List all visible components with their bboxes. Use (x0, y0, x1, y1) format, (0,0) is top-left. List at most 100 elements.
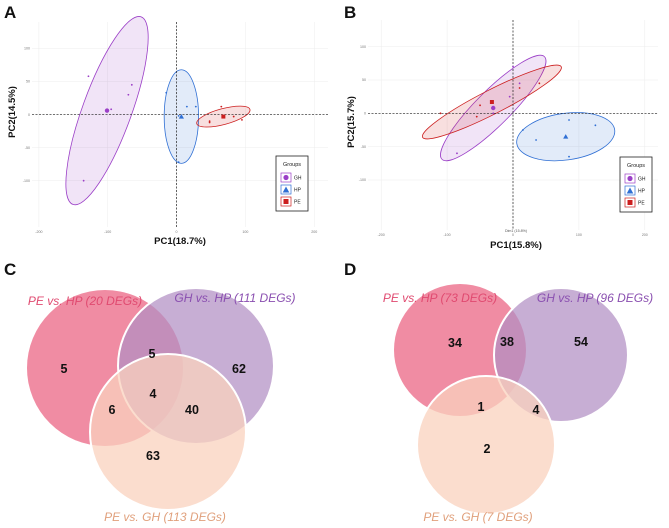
x-axis-title-b: PC1(15.8%) (490, 240, 542, 251)
point-pe-b (518, 87, 521, 89)
centroid-hp-a (178, 113, 184, 119)
venn-c-count-pe-hp-gh-hp: 5 (149, 347, 156, 361)
panel-b-pca: B -200 -100 0 100 200 -100 -50 0 50 100 Dim1 (15.… (344, 3, 658, 251)
venn-d-count-pe-hp-only: 34 (448, 336, 462, 350)
y-axis-title-b: PC2(15.7%) (346, 96, 357, 148)
venn-d-count-pe-hp-pe-gh: 1 (478, 400, 485, 414)
point-pe-a (208, 121, 211, 124)
y-axis-title-a: PC2(14.5%) (7, 86, 18, 138)
legend-item-gh-a: GH (280, 172, 302, 183)
venn-c-label-pe-gh: PE vs. GH (113 DEGs) (104, 510, 226, 524)
legend-hp-marker-a (282, 186, 290, 193)
point-gh-a (87, 75, 90, 78)
legend-label-hp-a: HP (294, 188, 302, 194)
point-hp-b (568, 119, 570, 121)
legend-label-hp-b: HP (638, 189, 646, 195)
legend-gh-marker-a (283, 174, 289, 181)
x-tick-label-b: 200 (642, 233, 648, 237)
y-tick-label-a: -50 (25, 146, 30, 150)
x-tick-label-a: 0 (176, 230, 178, 234)
x-tick-label-b: 0 (512, 233, 514, 237)
x-tick-label-a: 200 (311, 230, 317, 234)
legend-item-hp-a: HP (280, 184, 302, 195)
legend-b: Groups GH HP PE (619, 156, 653, 213)
y-tick-label-b: -100 (359, 178, 366, 182)
venn-d-circle-gh-hp (493, 287, 629, 423)
venn-d-count-gh-hp-pe-gh: 4 (533, 403, 540, 417)
y-tick-label-a: -100 (23, 179, 30, 183)
point-pe-a (232, 115, 235, 118)
x-axis-title-a: PC1(18.7%) (154, 236, 206, 247)
point-pe-b (538, 82, 541, 85)
venn-c-count-pe-hp-pe-gh: 6 (109, 403, 116, 417)
point-pe-a (241, 118, 243, 121)
x-tick-label-b: -100 (443, 233, 450, 237)
panel-letter-c: C (4, 260, 16, 279)
legend-a: Groups GH HP PE (275, 155, 309, 212)
panel-c-venn: C PE vs. HP (20 DEGs) GH vs. HP (111 DEG… (4, 260, 296, 524)
venn-c-label-gh-hp: GH vs. HP (111 DEGs) (174, 291, 295, 305)
point-hp-b (568, 155, 570, 158)
point-hp-a (185, 105, 188, 108)
venn-c-count-gh-hp-only: 62 (232, 362, 246, 376)
centroid-gh-a (104, 108, 110, 113)
point-gh-b (492, 112, 495, 115)
legend-item-gh-b: GH (624, 173, 646, 184)
y-tick-label-b: 50 (362, 78, 366, 82)
legend-label-pe-a: PE (294, 200, 301, 206)
venn-d-circle-pe-gh (416, 375, 556, 515)
y-tick-label-a: 0 (28, 113, 30, 117)
point-gh-a (110, 108, 113, 111)
tick-labels-b: -200 -100 0 100 200 -100 -50 0 50 100 (359, 45, 648, 237)
x-tick-label-b: 100 (576, 233, 582, 237)
point-gh-a (130, 83, 133, 86)
point-hp-a (165, 91, 168, 94)
axis-note-b: Dim1 (15.8%) (505, 229, 527, 233)
legend-title-b: Groups (627, 163, 645, 169)
legend-hp-marker-b (626, 187, 634, 194)
legend-pe-marker-a (283, 199, 289, 204)
legend-title-a: Groups (283, 162, 301, 168)
legend-gh-marker-b (627, 175, 633, 182)
y-tick-label-a: 50 (26, 80, 30, 84)
point-pe-a (220, 105, 223, 108)
y-tick-label-b: -50 (361, 145, 366, 149)
point-pe-a (208, 120, 211, 123)
panel-letter-b: B (344, 3, 356, 22)
legend-pe-marker-b (627, 200, 633, 205)
point-gh-b (456, 152, 458, 155)
tick-labels-a: -200 -100 0 100 200 -100 -50 0 50 100 (23, 47, 317, 234)
point-gh-a (82, 179, 85, 182)
y-tick-label-b: 100 (360, 45, 366, 49)
points-a (82, 75, 243, 182)
x-tick-label-a: 100 (242, 230, 248, 234)
point-gh-b (508, 95, 511, 98)
venn-c-label-pe-hp: PE vs. HP (20 DEGs) (28, 294, 142, 308)
centroid-pe-a (221, 114, 226, 119)
point-hp-a (177, 161, 180, 164)
centroid-pe-b (489, 100, 494, 104)
legend-item-pe-b: PE (624, 197, 645, 208)
legend-item-pe-a: PE (280, 196, 301, 207)
point-hp-b (521, 129, 524, 131)
point-gh-b (512, 65, 514, 68)
panel-d-venn: D PE vs. HP (73 DEGs) GH vs. HP (96 DEGs… (344, 260, 653, 524)
venn-d-count-pe-gh-only: 2 (484, 442, 491, 456)
centroid-hp-b (563, 134, 569, 139)
panel-letter-a: A (4, 3, 16, 22)
points-b (439, 65, 597, 158)
x-tick-label-b: -200 (378, 233, 385, 237)
panel-letter-d: D (344, 260, 356, 279)
point-hp-a (177, 115, 180, 117)
centroid-gh-b (491, 105, 496, 111)
point-gh-a (127, 93, 130, 96)
point-pe-b (475, 115, 478, 118)
venn-c-circle-pe-gh (89, 353, 247, 511)
point-hp-a (194, 105, 197, 108)
venn-c-count-pe-gh-only: 63 (146, 449, 160, 463)
x-tick-label-a: -200 (35, 230, 42, 234)
panel-a-pca: A -200 -100 0 100 200 -100 -50 0 50 100 PC1(18.7%… (4, 3, 328, 247)
point-pe-b (479, 104, 481, 107)
venn-d-count-gh-hp-only: 54 (574, 335, 588, 349)
